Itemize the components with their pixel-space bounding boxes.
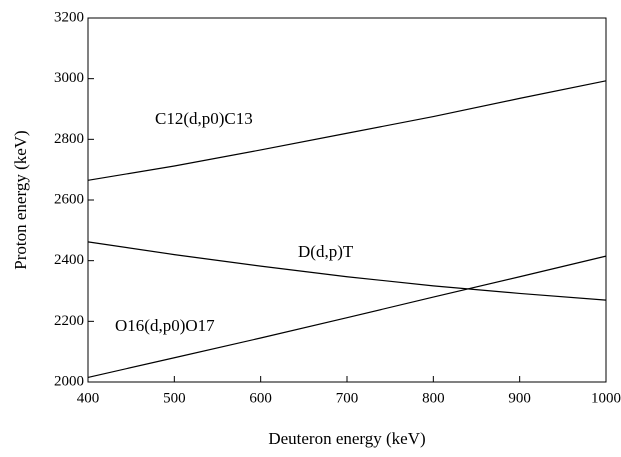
y-tick-label: 2600 — [54, 191, 84, 207]
y-tick-label: 3200 — [54, 9, 84, 25]
y-tick-label: 2800 — [54, 131, 84, 147]
series-line — [87, 255, 607, 379]
x-axis-label: Deuteron energy (keV) — [268, 429, 425, 448]
y-tick-label: 2400 — [54, 252, 84, 268]
x-tick-label: 400 — [77, 390, 100, 406]
series-line — [87, 80, 607, 181]
series-label: C12(d,p0)C13 — [155, 109, 253, 128]
x-tick-label: 1000 — [591, 390, 621, 406]
x-tick-label: 900 — [508, 390, 531, 406]
series-line — [87, 241, 607, 301]
x-tick-label: 800 — [422, 390, 445, 406]
series-label: D(d,p)T — [298, 242, 354, 261]
series-label: O16(d,p0)O17 — [115, 316, 215, 335]
x-tick-label: 500 — [163, 390, 186, 406]
x-tick-label: 600 — [249, 390, 272, 406]
y-axis-label: Proton energy (keV) — [11, 130, 30, 269]
y-tick-label: 3000 — [54, 70, 84, 86]
y-tick-label: 2000 — [54, 373, 84, 389]
x-tick-label: 700 — [336, 390, 359, 406]
y-tick-label: 2200 — [54, 313, 84, 329]
